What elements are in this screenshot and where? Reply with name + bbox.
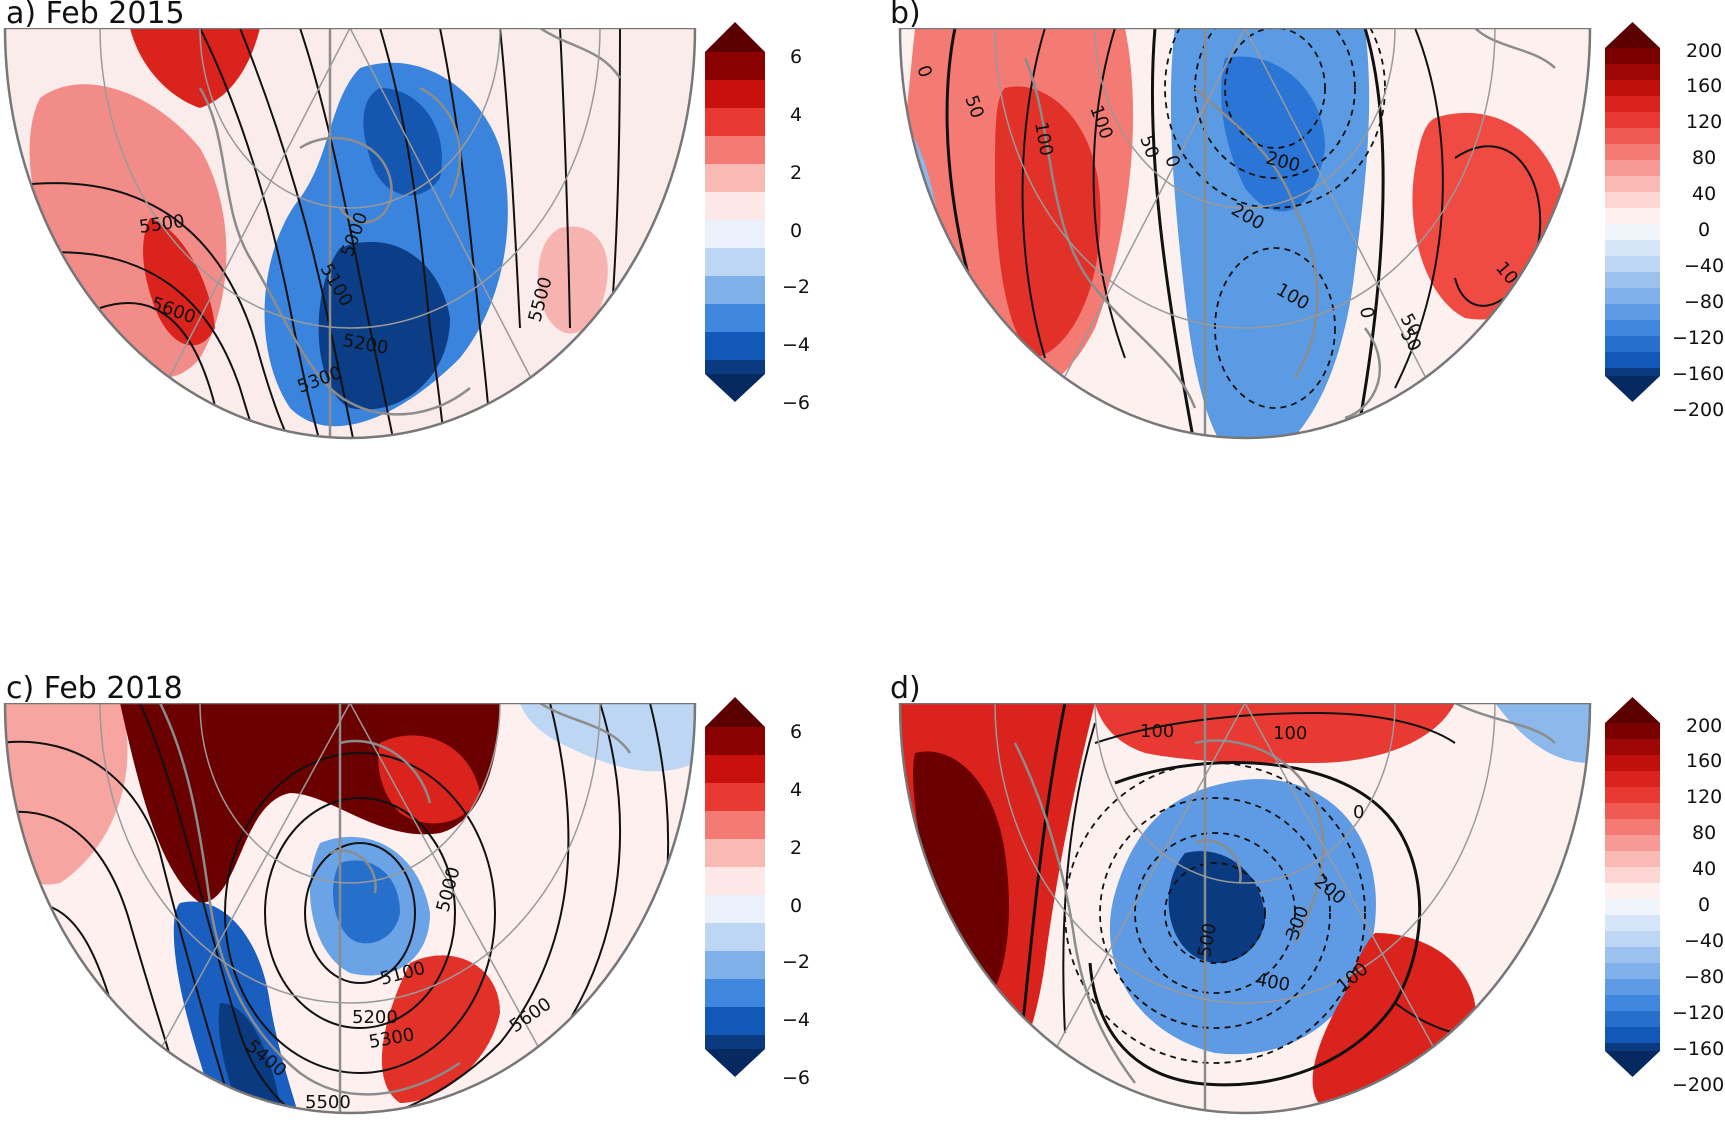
coastlines-b — [1023, 28, 1556, 438]
warm-anomaly-west-core — [143, 218, 215, 346]
warm-anomaly-c-west — [5, 703, 128, 885]
cbar-a-tick-6: −6 — [782, 392, 811, 414]
cbar-b-tick-4: 40 — [1692, 183, 1717, 205]
cbar-b-tick-2: 120 — [1686, 111, 1723, 133]
cbar-d-tick-7: −80 — [1684, 966, 1725, 988]
warm-anomaly-d-west-core — [913, 751, 1009, 1003]
cbar-d-tick-10: −200 — [1672, 1074, 1725, 1096]
colorbar-a — [705, 22, 765, 402]
map-d-border — [898, 703, 1592, 1115]
panel-a-label: a) Feb 2015 — [6, 0, 185, 31]
warm-anomaly-d-north — [1095, 703, 1455, 763]
cbar-d-tick-3: 80 — [1692, 822, 1717, 844]
cbar-c-tick-2: 2 — [790, 837, 803, 859]
cbar-b-tick-3: 80 — [1692, 147, 1717, 169]
panel-a: a) Feb 2015 — [0, 0, 1725, 560]
cbar-a-tick-0: 6 — [790, 46, 803, 68]
cold-anomaly-c-center-core — [333, 860, 400, 944]
cbar-b-tick-10: −200 — [1672, 399, 1725, 421]
cbar-b-tick-6: −40 — [1684, 255, 1725, 277]
map-c-border — [3, 703, 697, 1115]
cbar-b-tick-7: −80 — [1684, 291, 1725, 313]
cbar-c-tick-1: 4 — [790, 779, 803, 801]
cbar-a-tick-1: 4 — [790, 104, 803, 126]
height-anomaly-contours-b — [945, 28, 1542, 438]
cbar-c-tick-3: 0 — [790, 895, 803, 917]
panel-d: d) — [0, 671, 1725, 1121]
panel-c: c) Feb 2018 — [0, 671, 1725, 1121]
cbar-b-tick-8: −120 — [1672, 327, 1725, 349]
cbar-c-tick-0: 6 — [790, 721, 803, 743]
map-a: 5500 5600 5100 5000 5200 5300 5500 — [3, 28, 697, 440]
cbar-d-tick-0: 200 — [1686, 715, 1723, 737]
cbar-c-tick-4: −2 — [782, 951, 811, 973]
cbar-d-tick-9: −160 — [1672, 1038, 1725, 1060]
map-c: 5000 5100 5200 5300 5400 5500 5600 — [3, 703, 697, 1115]
map-b-border — [898, 28, 1592, 440]
cbar-d-tick-5: 0 — [1698, 894, 1711, 916]
negative-contours-d — [1064, 762, 1366, 1064]
contour-label-d-3: 0 — [1353, 802, 1364, 823]
contour-label-d-2: 100 — [1273, 723, 1307, 744]
cbar-c-tick-5: −4 — [782, 1009, 811, 1031]
cbar-c-tick-6: −6 — [782, 1067, 811, 1089]
cbar-b-tick-1: 160 — [1686, 75, 1723, 97]
coastlines-a — [198, 28, 622, 438]
cold-anomaly-c-atlantic — [520, 703, 695, 772]
warm-anomaly-atlantic — [538, 226, 608, 334]
cbar-d-tick-6: −40 — [1684, 930, 1725, 952]
panel-d-label: d) — [890, 671, 921, 706]
panel-c-label: c) Feb 2018 — [6, 671, 183, 706]
contour-label-b-12: 0 — [1355, 305, 1378, 320]
cbar-d-tick-4: 40 — [1692, 858, 1717, 880]
contour-label-c-6: 5500 — [305, 1092, 351, 1113]
warm-anomaly-b-core — [995, 86, 1101, 359]
map-d: 100 100 0 200 300 400 500 100 — [898, 703, 1592, 1115]
cbar-a-tick-3: 0 — [790, 220, 803, 242]
cbar-d-tick-8: −120 — [1672, 1002, 1725, 1024]
cbar-a-tick-5: −4 — [782, 334, 811, 356]
cbar-b-tick-9: −160 — [1672, 363, 1725, 385]
coastlines-c — [158, 703, 632, 1113]
colorbar-c — [705, 697, 765, 1077]
contour-label-c-3: 5200 — [352, 1007, 398, 1028]
panel-b: b) — [0, 0, 1725, 560]
panel-b-label: b) — [890, 0, 921, 31]
cbar-a-tick-4: −2 — [782, 276, 811, 298]
cbar-b-tick-0: 200 — [1686, 40, 1723, 62]
cbar-b-tick-5: 0 — [1698, 219, 1711, 241]
cbar-d-tick-1: 160 — [1686, 750, 1723, 772]
map-b: 0 50 100 100 50 0 200 200 100 100 50 0 5… — [898, 28, 1592, 440]
cbar-a-tick-2: 2 — [790, 162, 803, 184]
coastlines-d — [1013, 703, 1556, 1113]
cbar-d-tick-2: 120 — [1686, 786, 1723, 808]
colorbar-d — [1605, 697, 1660, 1077]
colorbar-b — [1605, 22, 1660, 402]
map-a-border — [3, 28, 697, 440]
cold-anomaly-b-core — [1221, 56, 1325, 212]
contour-label-d-1: 100 — [1140, 721, 1174, 742]
warm-anomaly-c-east — [381, 955, 500, 1103]
